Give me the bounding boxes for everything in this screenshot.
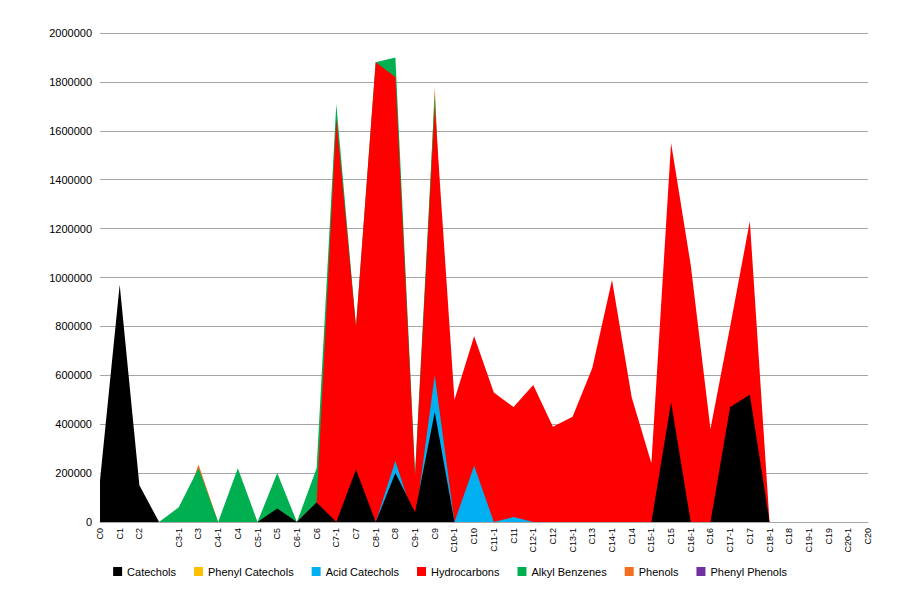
svg-text:Phenyl Catechols: Phenyl Catechols xyxy=(208,566,294,578)
svg-text:C5-1: C5-1 xyxy=(253,528,263,548)
svg-text:C3: C3 xyxy=(193,528,203,540)
svg-text:C20-1: C20-1 xyxy=(843,528,853,553)
svg-text:C12: C12 xyxy=(548,528,558,545)
svg-text:C11-1: C11-1 xyxy=(489,528,499,552)
svg-text:200000: 200000 xyxy=(55,467,92,479)
svg-text:2000000: 2000000 xyxy=(49,27,92,39)
svg-text:0: 0 xyxy=(86,516,92,528)
svg-text:C7-1: C7-1 xyxy=(331,528,341,548)
svg-text:800000: 800000 xyxy=(55,320,92,332)
svg-text:400000: 400000 xyxy=(55,418,92,430)
svg-text:C2: C2 xyxy=(134,528,144,540)
svg-text:C10: C10 xyxy=(469,528,479,545)
svg-text:C8-1: C8-1 xyxy=(371,528,381,548)
svg-text:C15: C15 xyxy=(666,528,676,545)
svg-text:1000000: 1000000 xyxy=(49,272,92,284)
svg-text:C10-1: C10-1 xyxy=(449,528,459,553)
svg-text:C13: C13 xyxy=(587,528,597,545)
svg-text:C14-1: C14-1 xyxy=(607,528,617,553)
svg-text:C15-1: C15-1 xyxy=(646,528,656,553)
svg-text:1800000: 1800000 xyxy=(49,76,92,88)
svg-text:C13-1: C13-1 xyxy=(568,528,578,553)
svg-text:C18-1: C18-1 xyxy=(765,528,775,553)
svg-text:C3-1: C3-1 xyxy=(174,528,184,548)
svg-text:C4: C4 xyxy=(233,528,243,540)
svg-text:C19-1: C19-1 xyxy=(804,528,814,553)
svg-text:C12-1: C12-1 xyxy=(528,528,538,553)
svg-text:C14: C14 xyxy=(627,528,637,545)
svg-text:Alkyl Benzenes: Alkyl Benzenes xyxy=(531,566,607,578)
svg-text:C16-1: C16-1 xyxy=(686,528,696,553)
svg-text:C16: C16 xyxy=(705,528,715,545)
svg-text:Hydrocarbons: Hydrocarbons xyxy=(431,566,500,578)
svg-text:C5: C5 xyxy=(272,528,282,540)
svg-text:1200000: 1200000 xyxy=(49,223,92,235)
svg-text:C6-1: C6-1 xyxy=(292,528,302,548)
svg-text:C9: C9 xyxy=(430,528,440,540)
svg-text:Acid Catechols: Acid Catechols xyxy=(326,566,400,578)
svg-text:C9-1: C9-1 xyxy=(410,528,420,548)
svg-text:C17: C17 xyxy=(745,528,755,545)
svg-text:C11: C11 xyxy=(509,528,519,544)
svg-text:C7: C7 xyxy=(351,528,361,540)
svg-text:Catechols: Catechols xyxy=(127,566,176,578)
svg-text:Phenyl Phenols: Phenyl Phenols xyxy=(710,566,787,578)
svg-text:C17-1: C17-1 xyxy=(725,528,735,553)
svg-text:C6: C6 xyxy=(312,528,322,540)
svg-text:600000: 600000 xyxy=(55,369,92,381)
svg-text:C19: C19 xyxy=(824,528,834,545)
svg-text:C18: C18 xyxy=(784,528,794,545)
svg-text:C0: C0 xyxy=(95,528,105,540)
svg-text:C1: C1 xyxy=(115,528,125,540)
svg-text:1600000: 1600000 xyxy=(49,125,92,137)
svg-text:1400000: 1400000 xyxy=(49,174,92,186)
svg-text:C8: C8 xyxy=(390,528,400,540)
svg-text:C4-1: C4-1 xyxy=(213,528,223,548)
svg-text:C20: C20 xyxy=(863,528,873,545)
svg-text:Phenols: Phenols xyxy=(639,566,679,578)
